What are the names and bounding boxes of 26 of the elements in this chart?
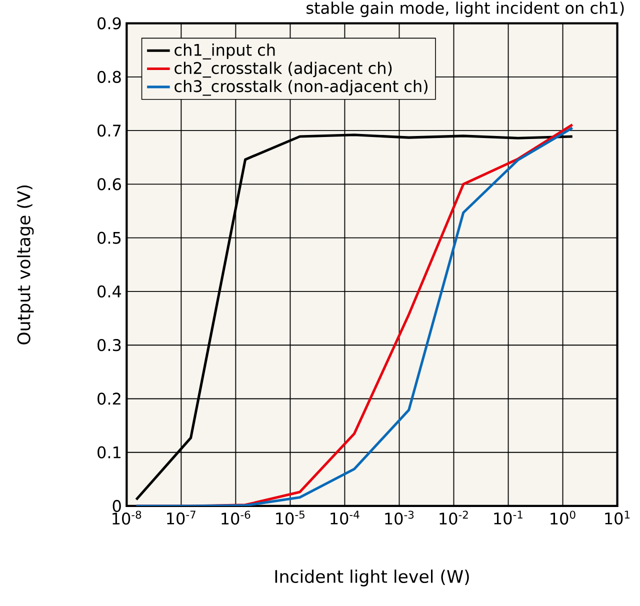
x-axis-title: Incident light level (W) bbox=[275, 570, 469, 586]
y-tick-label: 0.3 bbox=[98, 339, 121, 352]
x-tick-label: 10$^{-1}$ bbox=[494, 510, 522, 525]
x-tick-label: 10$^{-2}$ bbox=[440, 510, 468, 525]
legend-label: ch1_input ch bbox=[174, 44, 275, 60]
chart-title: stable gain mode, light incident on ch1) bbox=[306, 2, 624, 18]
legend-label: ch3_crosstalk (non-adjacent ch) bbox=[174, 80, 428, 96]
x-tick-label: 10$^{-7}$ bbox=[167, 510, 196, 525]
x-tick-label: 10$^{-4}$ bbox=[330, 510, 360, 525]
y-tick-label: 0.7 bbox=[98, 124, 121, 137]
x-tick-label: 10$^{0}$ bbox=[550, 510, 576, 525]
y-tick-label: 0.2 bbox=[98, 392, 120, 405]
y-axis-title: Output voltage (V) bbox=[16, 185, 34, 344]
y-tick-label: 0.8 bbox=[98, 70, 121, 84]
y-tick-label: 0.9 bbox=[98, 17, 121, 30]
y-tick-label: 0.6 bbox=[98, 178, 121, 190]
y-tick-label: 0.4 bbox=[98, 285, 122, 298]
x-tick-label: 10$^{-6}$ bbox=[222, 510, 250, 525]
y-tick-label: 0.5 bbox=[98, 232, 121, 244]
y-tick-label: 0 bbox=[112, 500, 121, 512]
x-tick-label: 10$^{-3}$ bbox=[385, 510, 414, 525]
x-tick-label: 10$^{1}$ bbox=[605, 510, 630, 525]
legend-label: ch2_crosstalk (adjacent ch) bbox=[174, 62, 392, 78]
x-tick-label: 10$^{-8}$ bbox=[112, 510, 142, 525]
x-tick-label: 10$^{-5}$ bbox=[276, 510, 304, 525]
y-tick-label: 0.1 bbox=[98, 446, 120, 458]
